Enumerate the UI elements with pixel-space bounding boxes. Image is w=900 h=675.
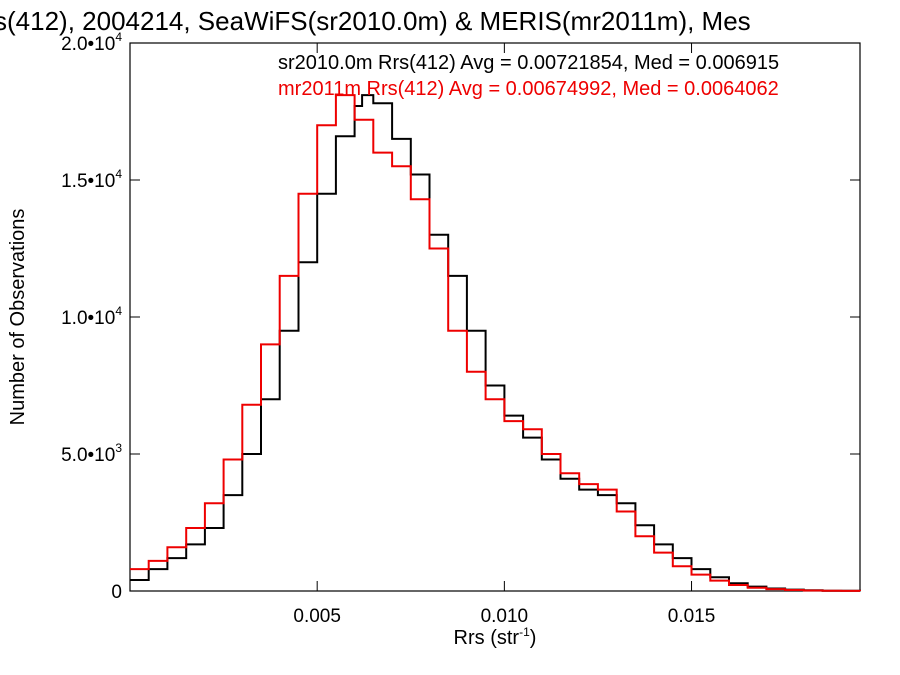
x-tick-label: 0.015	[668, 606, 716, 627]
y-tick-label: 1.5•104	[61, 167, 122, 192]
x-axis-label: Rrs (str-1)	[454, 625, 537, 649]
y-tick-label: 5.0•103	[61, 441, 122, 466]
legend-annotations: sr2010.0m Rrs(412) Avg = 0.00721854, Med…	[278, 52, 779, 100]
chart-title: s(412), 2004214, SeaWiFS(sr2010.0m) & ME…	[0, 6, 751, 36]
x-axis-ticks: 0.005 0.010 0.015	[293, 43, 715, 627]
y-tick-label: 2.0•104	[61, 30, 122, 55]
series-layer	[130, 94, 861, 592]
legend-annotation-2: mr2011m Rrs(412) Avg = 0.00674992, Med =…	[278, 78, 779, 100]
plot-frame	[129, 42, 861, 592]
series-line-sr2010	[130, 94, 861, 592]
y-axis-label: Number of Observations	[7, 209, 29, 426]
y-tick-label: 1.0•104	[61, 304, 122, 329]
x-tick-label: 0.010	[481, 606, 529, 627]
legend-annotation-1: sr2010.0m Rrs(412) Avg = 0.00721854, Med…	[278, 52, 779, 74]
y-tick-label: 0	[111, 582, 122, 603]
series-line-mr2011	[130, 94, 861, 592]
y-axis-ticks: 0 5.0•103 1.0•104 1.5•104 2.0•104	[61, 30, 860, 603]
x-tick-label: 0.005	[293, 606, 341, 627]
